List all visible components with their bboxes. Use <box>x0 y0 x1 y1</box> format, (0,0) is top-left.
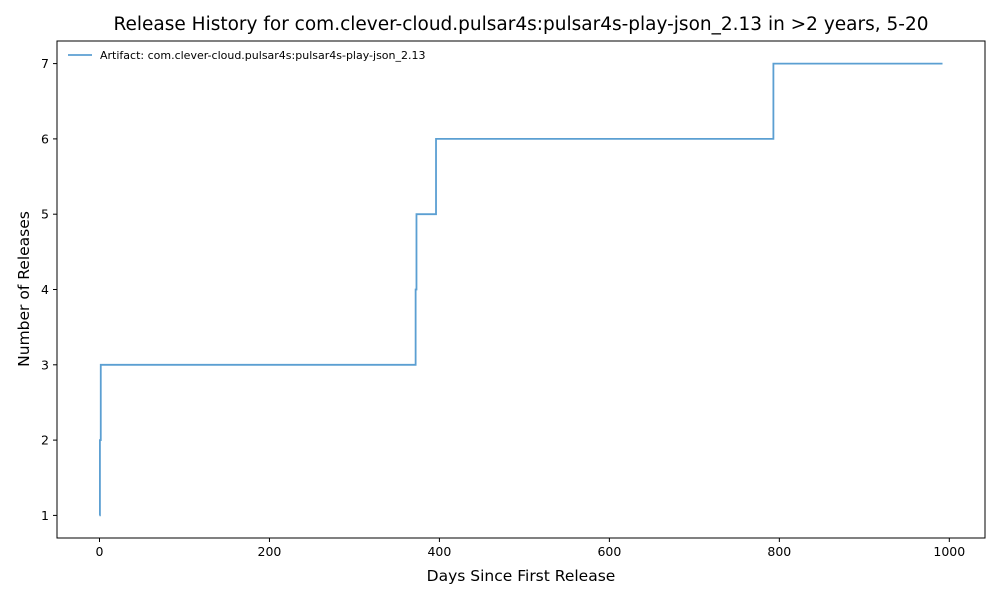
y-tick-label: 1 <box>41 508 49 523</box>
y-tick-label: 5 <box>41 207 49 222</box>
legend-entry-label: Artifact: com.clever-cloud.pulsar4s:puls… <box>100 49 426 62</box>
y-tick-label: 4 <box>41 282 49 297</box>
x-axis-label: Days Since First Release <box>427 567 616 585</box>
plot-area: 0 200 400 600 800 1000 1 2 3 4 5 6 7 <box>41 40 986 559</box>
y-tick-label: 3 <box>41 357 49 372</box>
x-axis-ticks: 0 200 400 600 800 1000 <box>96 538 965 559</box>
x-tick-label: 1000 <box>933 544 965 559</box>
x-tick-label: 400 <box>427 544 451 559</box>
legend: Artifact: com.clever-cloud.pulsar4s:puls… <box>68 49 426 62</box>
series-line-0 <box>99 62 943 517</box>
y-axis-label: Number of Releases <box>15 211 33 367</box>
x-tick-label: 0 <box>96 544 104 559</box>
series-layer <box>99 62 943 517</box>
y-tick-label: 2 <box>41 433 49 448</box>
y-tick-label: 6 <box>41 131 49 146</box>
x-tick-label: 800 <box>767 544 791 559</box>
chart-title: Release History for com.clever-cloud.pul… <box>114 14 929 35</box>
y-axis-ticks: 1 2 3 4 5 6 7 <box>41 56 57 523</box>
x-tick-label: 600 <box>597 544 621 559</box>
y-tick-label: 7 <box>41 56 49 71</box>
x-tick-label: 200 <box>258 544 282 559</box>
